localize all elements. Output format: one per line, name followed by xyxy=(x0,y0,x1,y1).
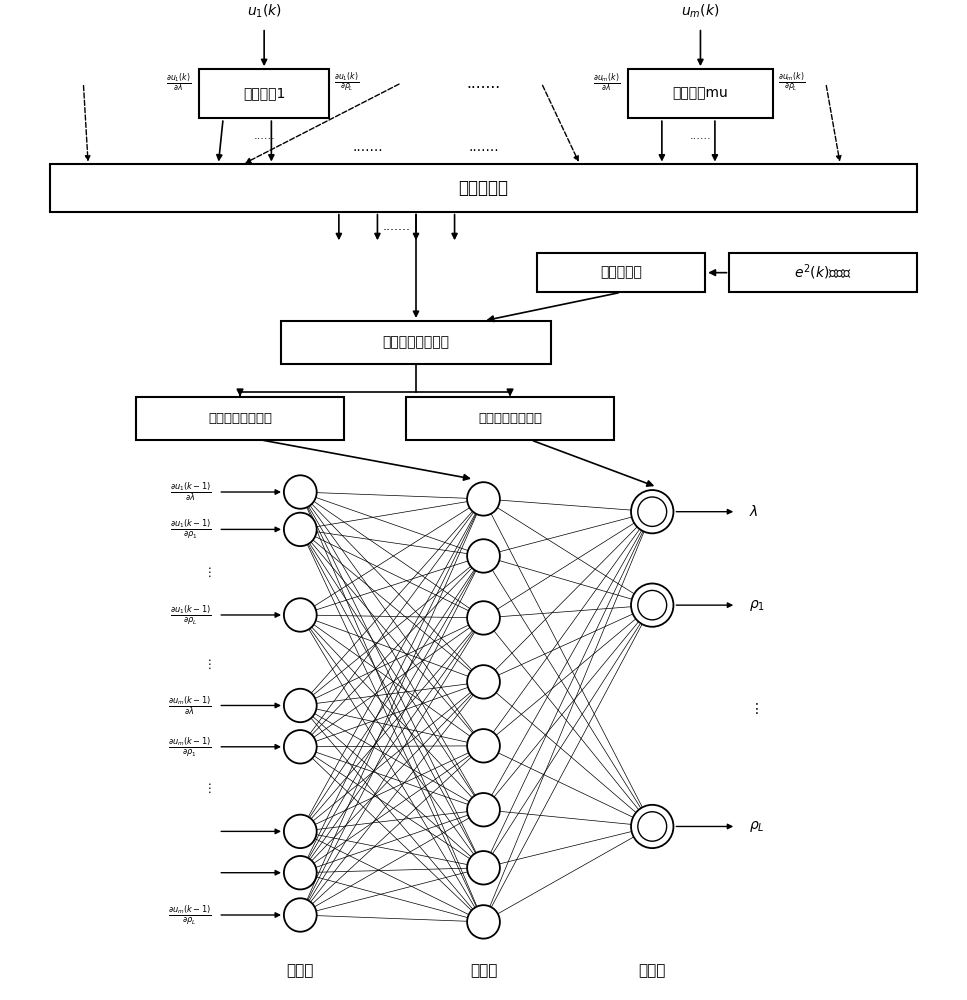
Circle shape xyxy=(467,482,500,516)
Circle shape xyxy=(638,497,666,526)
Circle shape xyxy=(284,513,316,546)
Circle shape xyxy=(467,905,500,939)
Circle shape xyxy=(467,601,500,635)
Circle shape xyxy=(284,475,316,509)
Text: $u_m(k)$: $u_m(k)$ xyxy=(682,2,719,20)
Circle shape xyxy=(284,815,316,848)
Circle shape xyxy=(467,539,500,573)
Circle shape xyxy=(467,793,500,826)
Text: 输出层: 输出层 xyxy=(638,964,666,979)
Text: $\frac{\partial u_1(k)}{\partial \rho_1}$: $\frac{\partial u_1(k)}{\partial \rho_1}… xyxy=(204,70,229,95)
FancyBboxPatch shape xyxy=(729,253,918,292)
Text: $e^2(k)$最小化: $e^2(k)$最小化 xyxy=(795,263,852,282)
Text: 隐含层: 隐含层 xyxy=(470,964,497,979)
Circle shape xyxy=(284,856,316,889)
FancyBboxPatch shape xyxy=(281,321,551,364)
Text: .......: ....... xyxy=(353,140,383,154)
Circle shape xyxy=(467,729,500,763)
Circle shape xyxy=(631,805,673,848)
Text: ......: ...... xyxy=(253,103,275,113)
FancyBboxPatch shape xyxy=(537,253,705,292)
FancyBboxPatch shape xyxy=(136,397,343,440)
Text: $\vdots$: $\vdots$ xyxy=(203,782,212,795)
Text: $\frac{\partial u_1(k-1)}{\partial \lambda}$: $\frac{\partial u_1(k-1)}{\partial \lamb… xyxy=(169,481,212,503)
Circle shape xyxy=(284,689,316,722)
Text: $\frac{\partial u_m(k-1)}{\partial \rho_1}$: $\frac{\partial u_m(k-1)}{\partial \rho_… xyxy=(167,735,212,759)
FancyBboxPatch shape xyxy=(406,397,614,440)
Text: 更新隐含层权系数: 更新隐含层权系数 xyxy=(208,412,272,425)
Text: $\frac{\partial u_1(k-1)}{\partial \rho_1}$: $\frac{\partial u_1(k-1)}{\partial \rho_… xyxy=(169,518,212,541)
Text: .......: ....... xyxy=(383,220,411,233)
Circle shape xyxy=(284,730,316,764)
Text: $\vdots$: $\vdots$ xyxy=(203,658,212,671)
Circle shape xyxy=(284,898,316,932)
Text: $\frac{\partial u_1(k)}{\partial \lambda}$: $\frac{\partial u_1(k)}{\partial \lambda… xyxy=(166,71,191,94)
Text: .......: ....... xyxy=(466,76,501,91)
Text: $\lambda$: $\lambda$ xyxy=(748,504,758,519)
Circle shape xyxy=(631,584,673,627)
Text: ......: ...... xyxy=(689,131,712,141)
Text: $\frac{\partial u_m(k-1)}{\partial \lambda}$: $\frac{\partial u_m(k-1)}{\partial \lamb… xyxy=(167,694,212,717)
FancyBboxPatch shape xyxy=(629,69,773,118)
Text: 输入层: 输入层 xyxy=(286,964,314,979)
Text: 梯度下降法: 梯度下降法 xyxy=(600,266,642,280)
Text: $\frac{\partial u_m(k)}{\partial \rho_L}$: $\frac{\partial u_m(k)}{\partial \rho_L}… xyxy=(777,70,805,95)
Text: $\rho_L$: $\rho_L$ xyxy=(748,819,764,834)
Circle shape xyxy=(467,851,500,885)
Circle shape xyxy=(467,665,500,699)
Text: .......: ....... xyxy=(468,140,499,154)
Text: 梯度信息1: 梯度信息1 xyxy=(243,87,285,101)
Circle shape xyxy=(638,812,666,841)
Text: $u_1(k)$: $u_1(k)$ xyxy=(247,2,281,20)
Text: $\vdots$: $\vdots$ xyxy=(748,701,758,716)
Text: $\frac{\partial u_1(k)}{\partial \rho_L}$: $\frac{\partial u_1(k)}{\partial \rho_L}… xyxy=(334,70,360,95)
FancyBboxPatch shape xyxy=(199,69,329,118)
Text: 梯度信息mu: 梯度信息mu xyxy=(673,87,728,101)
Circle shape xyxy=(631,490,673,533)
Text: $\rho_1$: $\rho_1$ xyxy=(748,598,765,613)
FancyBboxPatch shape xyxy=(49,164,918,212)
Text: ......: ...... xyxy=(689,103,712,113)
Text: $\frac{\partial u_1(k-1)}{\partial \rho_L}$: $\frac{\partial u_1(k-1)}{\partial \rho_… xyxy=(169,603,212,627)
Text: $\frac{\partial u_m(k)}{\partial \rho_1}$: $\frac{\partial u_m(k)}{\partial \rho_1}… xyxy=(633,70,660,95)
Text: 梯度信息集: 梯度信息集 xyxy=(458,179,509,197)
Circle shape xyxy=(638,590,666,620)
Text: 系统误差反向传播: 系统误差反向传播 xyxy=(383,336,450,350)
Text: 更新输出层权系数: 更新输出层权系数 xyxy=(478,412,542,425)
Text: ......: ...... xyxy=(253,131,275,141)
Text: $\vdots$: $\vdots$ xyxy=(203,566,212,579)
Circle shape xyxy=(284,598,316,632)
Text: $\frac{\partial u_m(k)}{\partial \lambda}$: $\frac{\partial u_m(k)}{\partial \lambda… xyxy=(594,71,621,94)
Text: $\frac{\partial u_m(k-1)}{\partial \rho_L}$: $\frac{\partial u_m(k-1)}{\partial \rho_… xyxy=(167,903,212,927)
